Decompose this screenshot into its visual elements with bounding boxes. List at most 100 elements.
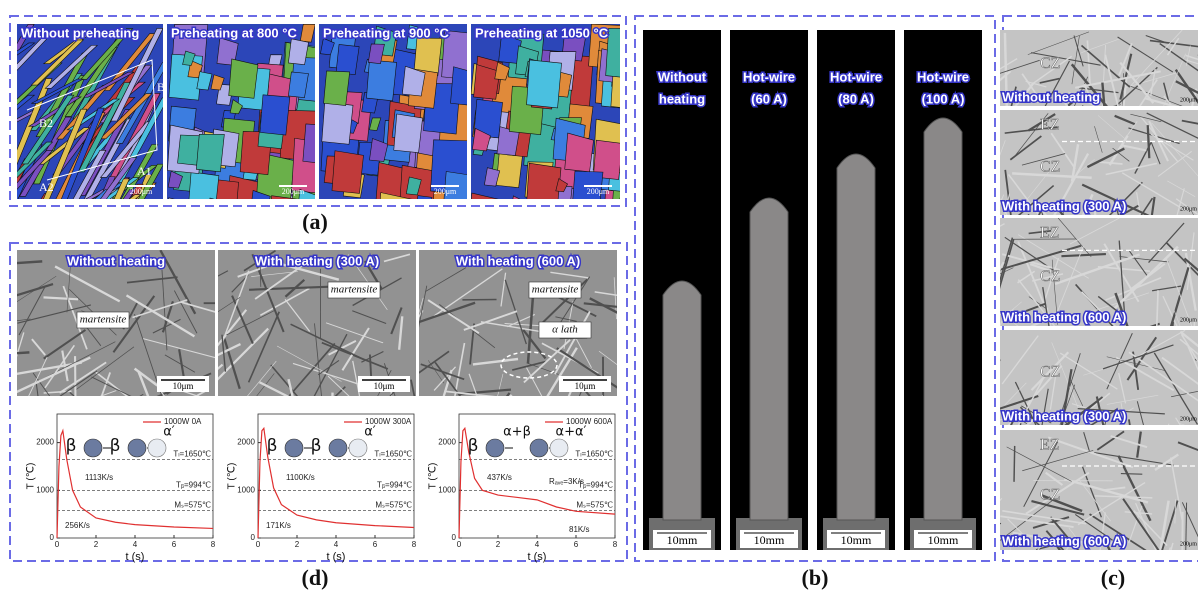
phase-label: β xyxy=(468,436,479,456)
scale-label: 200μm xyxy=(282,187,305,196)
phase-label: β xyxy=(66,436,77,456)
annotation: α lath xyxy=(552,324,578,336)
scale-label: 200μm xyxy=(1180,97,1197,103)
rate-label: 1100K/s xyxy=(286,473,315,482)
y-tick-label: 1000 xyxy=(36,485,54,494)
grain xyxy=(565,133,594,172)
phase-label: α′ xyxy=(364,425,376,440)
annotation: martensite xyxy=(80,314,127,326)
image-group xyxy=(469,24,647,241)
annotation: martensite xyxy=(331,284,378,296)
phase-circle xyxy=(349,439,367,457)
figure: Without preheating200μmB1B2A1A2Preheatin… xyxy=(0,0,1198,592)
x-tick-label: 4 xyxy=(535,540,540,549)
grain xyxy=(378,193,414,242)
x-axis-label: t (s) xyxy=(126,551,145,563)
y-tick-label: 2000 xyxy=(438,438,456,447)
image-title: With heating (300 A) xyxy=(1002,198,1126,213)
grain xyxy=(166,198,183,219)
sample-title: heating xyxy=(659,91,705,106)
sample-title: Hot-wire xyxy=(917,69,969,84)
phase-label: α+β xyxy=(503,425,531,440)
zone-label: CZ xyxy=(1040,487,1060,504)
x-tick-label: 8 xyxy=(613,540,618,549)
phase-circle xyxy=(550,439,568,457)
image-group xyxy=(952,430,1198,592)
sample-title: (100 A) xyxy=(922,91,965,106)
grain xyxy=(496,153,522,188)
scale-label: 200μm xyxy=(1180,317,1197,323)
phase-label: β xyxy=(110,436,121,456)
scale-label: 10mm xyxy=(667,533,698,547)
x-tick-label: 6 xyxy=(373,540,378,549)
zone-label: EZ xyxy=(1040,117,1060,134)
image-title: Without heating xyxy=(67,253,165,268)
x-axis-label: t (s) xyxy=(327,551,346,563)
zone-label: CZ xyxy=(1040,55,1060,72)
y-axis-label: T (℃) xyxy=(227,463,238,490)
panel-label: (a) xyxy=(302,209,328,234)
texture xyxy=(1057,546,1105,592)
x-tick-label: 4 xyxy=(133,540,138,549)
panel-label: (d) xyxy=(302,565,329,590)
texture xyxy=(370,355,371,378)
phase-label: α+α′ xyxy=(556,425,587,440)
texture xyxy=(1150,547,1170,592)
x-tick-label: 6 xyxy=(574,540,579,549)
plot-frame xyxy=(258,414,414,538)
zone-label: CZ xyxy=(1040,363,1060,380)
x-tick-label: 0 xyxy=(256,540,261,549)
x-tick-label: 6 xyxy=(172,540,177,549)
panel-label: (c) xyxy=(1101,565,1125,590)
rate-label: 437K/s xyxy=(487,473,512,482)
zone-label: EZ xyxy=(1040,225,1060,242)
grain xyxy=(366,60,396,101)
reference-label: Tᵦ=994℃ xyxy=(176,481,211,490)
zone-label: EZ xyxy=(1040,437,1060,454)
grain xyxy=(526,163,561,211)
phase-circle xyxy=(329,439,347,457)
grain xyxy=(394,114,423,153)
panel-label: (b) xyxy=(802,565,829,590)
x-tick-label: 2 xyxy=(496,540,501,549)
image-title: Preheating at 800 °C xyxy=(171,25,297,40)
scale-label: 10mm xyxy=(928,533,959,547)
reference-label: Tᵦ=994℃ xyxy=(377,481,412,490)
grain xyxy=(196,134,224,172)
weld-sample xyxy=(837,154,875,520)
reference-label: Mₛ=575℃ xyxy=(375,501,412,510)
grain xyxy=(588,197,617,236)
grain xyxy=(322,102,353,144)
rate-label: Rₐᵥₑ=3K/s xyxy=(549,477,584,486)
scale-label: 200μm xyxy=(587,187,610,196)
phase-label: β xyxy=(267,436,278,456)
grain xyxy=(188,172,219,214)
phase-label: α′ xyxy=(163,425,175,440)
reference-label: Tₗ=1650℃ xyxy=(575,449,613,458)
image-title: With heating (600 A) xyxy=(456,253,580,268)
y-axis-label: T (℃) xyxy=(26,463,37,490)
phase-label: β xyxy=(311,436,322,456)
sample-title: Hot-wire xyxy=(830,69,882,84)
scale-label: 10μm xyxy=(374,381,395,391)
weld-sample xyxy=(663,281,701,520)
y-axis-label: T (℃) xyxy=(428,463,439,490)
grain xyxy=(207,198,219,212)
phase-circle xyxy=(285,439,303,457)
weld-sample xyxy=(924,118,962,520)
rate-label: 256K/s xyxy=(65,521,90,530)
grain xyxy=(336,44,359,74)
sample-title: Without xyxy=(658,69,707,84)
x-tick-label: 8 xyxy=(412,540,417,549)
rate-label: 1113K/s xyxy=(85,473,113,482)
marker-label: A1 xyxy=(137,164,152,178)
grain xyxy=(606,28,643,79)
reference-label: Mₛ=575℃ xyxy=(174,501,211,510)
y-tick-label: 2000 xyxy=(237,438,255,447)
grain xyxy=(84,190,136,257)
texture xyxy=(978,262,1003,306)
phase-circle xyxy=(84,439,102,457)
image-group xyxy=(319,24,495,242)
reference-label: Tₗ=1650℃ xyxy=(173,449,211,458)
x-tick-label: 0 xyxy=(457,540,462,549)
